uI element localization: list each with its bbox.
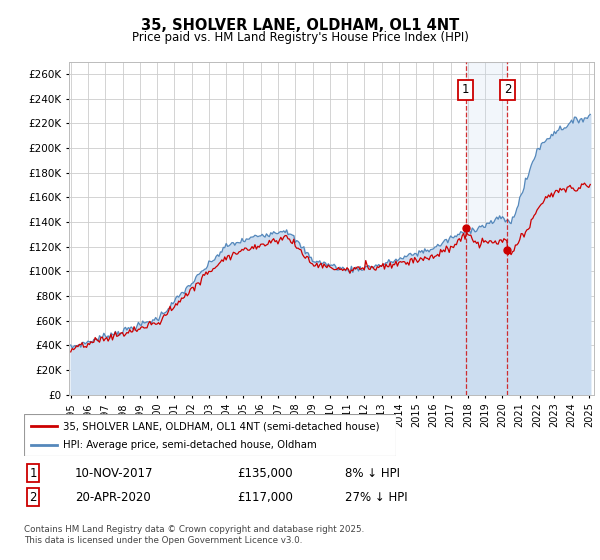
Text: 27% ↓ HPI: 27% ↓ HPI [345, 491, 407, 504]
Text: 1: 1 [29, 466, 37, 480]
Text: 10-NOV-2017: 10-NOV-2017 [75, 466, 154, 480]
Text: Price paid vs. HM Land Registry's House Price Index (HPI): Price paid vs. HM Land Registry's House … [131, 31, 469, 44]
Text: 2: 2 [29, 491, 37, 504]
Bar [466, 62, 508, 395]
Text: 35, SHOLVER LANE, OLDHAM, OL1 4NT (semi-detached house): 35, SHOLVER LANE, OLDHAM, OL1 4NT (semi-… [63, 421, 380, 431]
Text: 8% ↓ HPI: 8% ↓ HPI [345, 466, 400, 480]
Text: 2: 2 [504, 83, 511, 96]
Text: Contains HM Land Registry data © Crown copyright and database right 2025.
This d: Contains HM Land Registry data © Crown c… [24, 525, 364, 545]
Text: 35, SHOLVER LANE, OLDHAM, OL1 4NT: 35, SHOLVER LANE, OLDHAM, OL1 4NT [141, 18, 459, 33]
Text: 20-APR-2020: 20-APR-2020 [75, 491, 151, 504]
Text: 1: 1 [462, 83, 469, 96]
Text: £135,000: £135,000 [237, 466, 293, 480]
Text: £117,000: £117,000 [237, 491, 293, 504]
Text: HPI: Average price, semi-detached house, Oldham: HPI: Average price, semi-detached house,… [63, 440, 317, 450]
